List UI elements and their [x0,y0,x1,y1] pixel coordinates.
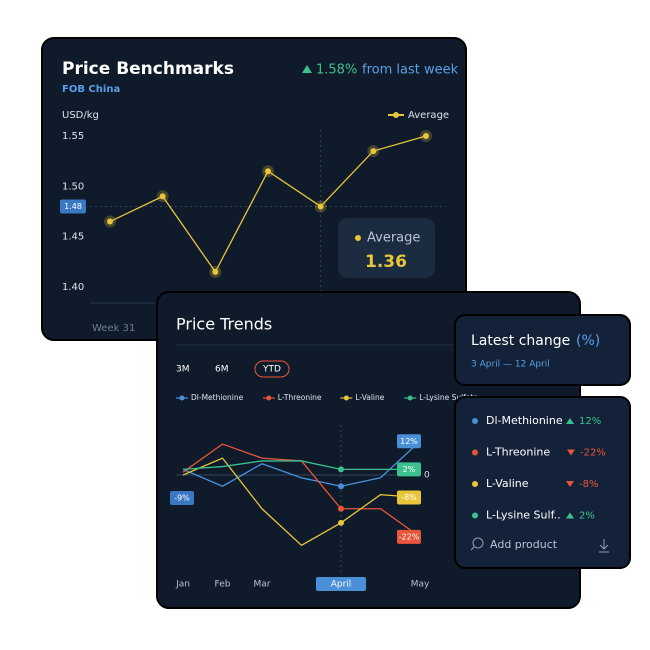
trends-chart: Price Trends 3M 6M YTD Dl-Methionine L-Threon… [170,315,562,591]
latest-header-card [454,314,631,386]
title: Price Trends [176,315,272,334]
download-icon [599,539,609,553]
end-label-box [397,529,421,544]
benchmark-chart: Price Benchmarks FOB China 1.58% from last … [60,59,459,334]
point [107,218,113,225]
title: Price Benchmarks [62,59,234,79]
range-active [254,360,290,378]
dates: 3 April — 12 April [471,360,550,370]
legend-label: Dl-Methionine [191,393,244,402]
y-label: USD/kg [62,110,99,121]
y-tick-label: 1.55 [62,131,84,142]
x-tick-label: April [331,580,352,590]
legend-dot [343,395,349,401]
item-value: 2% [579,511,595,522]
item-arrow [566,512,574,519]
y-tick-label: 0 [424,471,430,481]
series-line [182,440,421,487]
point [265,168,271,175]
item-dot [472,512,478,519]
legend-dot [266,395,272,401]
point [317,203,324,210]
y-tick-label: 1.50 [62,181,84,192]
subtitle: FOB China [62,84,120,95]
end-label: -22% [399,532,420,541]
x-active [316,577,366,591]
tooltip-label: Average [367,231,420,246]
item-value: 12% [579,416,601,427]
point [212,268,219,275]
tooltip [338,218,435,278]
legend-dot [407,395,413,401]
y-tick-label: 1.45 [62,232,84,243]
point [423,132,429,139]
end-label-box [397,490,421,505]
tooltip-dot [355,235,361,241]
latest-list-card [454,396,631,569]
item-dot [472,449,478,456]
end-label: 2% [403,465,416,474]
item-name: L-Lysine Sulf.. [486,509,561,522]
legend-label: L-Valine [355,393,384,402]
title: Latest change [471,333,570,349]
x-tick-label: Jan [175,580,190,590]
x-tick-label: Week 31 [92,323,135,334]
change: 1.58% [316,63,357,78]
item-arrow [566,418,574,424]
up-arrow [302,65,312,73]
end-label-box [397,462,421,477]
point [370,148,377,155]
x-tick-label: Feb [215,580,231,590]
cursor-point [338,519,344,526]
end-label: 12% [400,437,418,446]
series-line [182,460,420,471]
item-dot [472,418,478,424]
legend-dot [179,395,185,401]
y-tick-label: 1.40 [62,282,84,293]
item-value: -8% [579,479,598,490]
end-label: -8% [401,493,417,502]
legend: Average [408,110,449,121]
item-dot [472,481,478,487]
add-product[interactable]: Add product [490,538,558,551]
search-handle [470,546,475,551]
point [159,193,166,200]
item-name: Dl-Methionine [486,414,563,427]
x-tick-label: Mar [254,580,271,590]
x-tick-label: May [411,580,430,590]
item-arrow [566,481,574,487]
range-button[interactable]: YTD [262,365,281,375]
item-name: L-Valine [486,477,529,490]
tooltip-value: 1.36 [365,252,407,272]
unit: (%) [576,333,600,349]
change-note: from last week [362,63,459,78]
range-button[interactable]: 3M [176,365,190,375]
item-name: L-Threonine [486,446,550,459]
cursor-point [338,483,344,490]
latest-list: Latest change (%) 3 April — 12 April Dl-Met… [470,333,609,553]
annotation: -9% [174,494,190,503]
item-arrow [567,449,575,456]
search-icon [472,537,484,549]
range-button[interactable]: 6M [215,365,229,375]
legend-label: L-Threonine [278,393,322,402]
item-value: -22% [580,448,606,459]
annotation-box [170,491,194,505]
marker-box [60,199,86,214]
cursor-point [338,505,344,512]
end-label-box [397,434,421,449]
series-line [182,457,421,547]
cursor-point [338,466,344,473]
legend-label: L-Lysine Sulfate [419,393,478,402]
marker-label: 1.48 [64,202,82,211]
legend-dot [393,112,399,118]
